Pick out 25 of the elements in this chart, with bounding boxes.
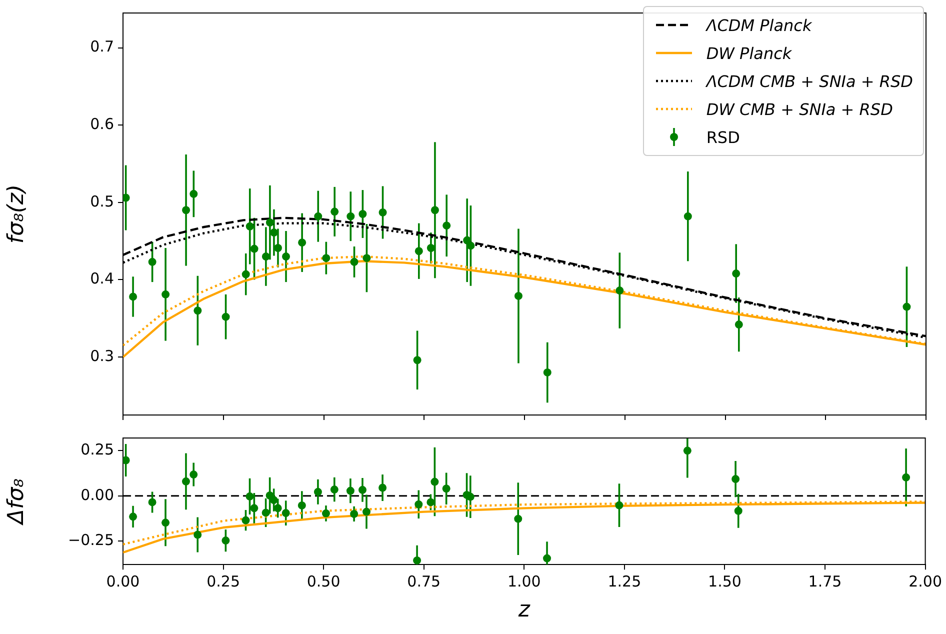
legend-label: ΛCDM CMB + SNIa + RSD [706, 72, 913, 90]
y-tick-label: 0.5 [90, 192, 114, 210]
x-tick-label: 0.75 [407, 572, 441, 590]
y-tick-label: −0.25 [68, 530, 114, 549]
y-tick-label: 0.7 [90, 38, 114, 56]
y-tick-label: 0.6 [90, 114, 114, 133]
x-axis-title: z [517, 598, 530, 623]
x-tick-label: 1.00 [507, 572, 541, 590]
y-axis-title: fσ₈(z) [4, 184, 29, 244]
y-tick-label: 0.25 [80, 440, 114, 459]
x-tick-label: 1.25 [608, 572, 642, 590]
x-tick-label: 0.50 [306, 572, 340, 590]
y-axis-title: Δfσ₈ [4, 478, 29, 526]
legend-label: DW CMB + SNIa + RSD [706, 100, 893, 118]
x-tick-label: 1.75 [808, 572, 842, 590]
x-tick-label: 1.50 [708, 572, 742, 590]
legend-label: RSD [706, 128, 740, 146]
x-tick-label: 0.25 [206, 572, 240, 590]
y-tick-label: 0.4 [90, 270, 114, 288]
y-tick-label: 0.00 [80, 486, 114, 504]
y-tick-label: 0.3 [90, 346, 114, 365]
legend-label: ΛCDM Planck [706, 16, 812, 34]
x-tick-label: 2.00 [908, 572, 942, 590]
x-tick-label: 0.00 [106, 572, 140, 590]
legend-label: DW Planck [706, 44, 792, 62]
